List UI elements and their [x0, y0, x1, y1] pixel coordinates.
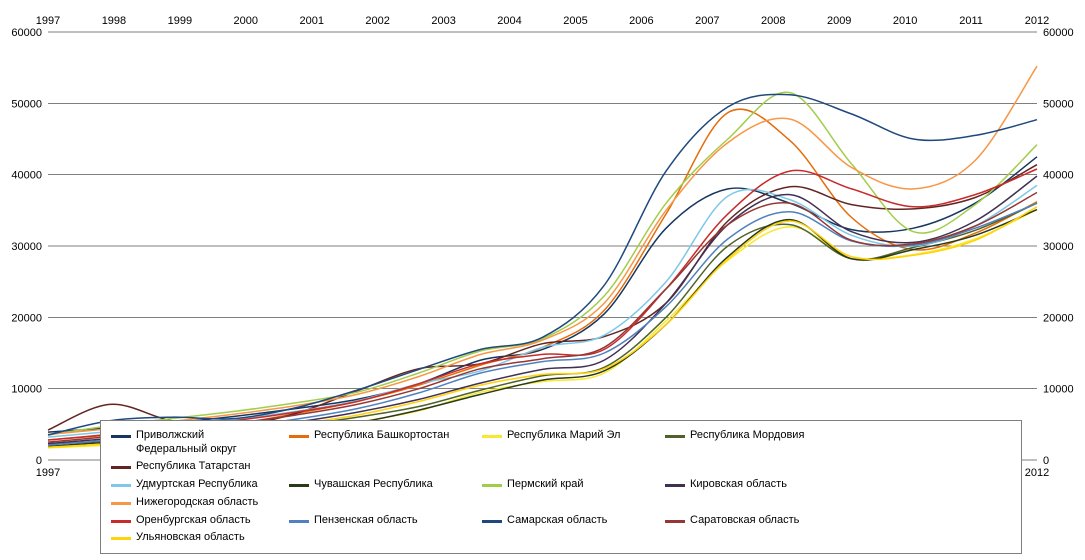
- legend-swatch: [111, 502, 131, 505]
- ytick-label-left: 40000: [11, 170, 42, 182]
- series-line: [48, 109, 1037, 440]
- legend: Приволжский Федеральный округ Республика …: [100, 420, 1022, 554]
- legend-item: Нижегородская область: [111, 494, 286, 512]
- legend-swatch: [665, 484, 685, 487]
- legend-label: Саратовская область: [690, 514, 830, 528]
- legend-swatch: [111, 466, 131, 469]
- legend-label: Республика Мордовия: [690, 429, 830, 443]
- legend-swatch: [665, 520, 685, 523]
- legend-swatch: [111, 537, 131, 540]
- legend-label: Ульяновская область: [136, 531, 286, 545]
- legend-row: Удмуртская Республика Чувашская Республик…: [111, 476, 1011, 512]
- ytick-label-right: 0: [1043, 455, 1049, 467]
- xtick-label-top: 1999: [168, 15, 192, 27]
- series-line: [48, 185, 1037, 437]
- series-line: [48, 94, 1037, 435]
- legend-item: Пензенская область: [289, 512, 464, 530]
- legend-swatch: [482, 520, 502, 523]
- ytick-label-left: 30000: [11, 241, 42, 253]
- legend-label: Оренбургская область: [136, 514, 271, 528]
- legend-label: Пермский край: [507, 478, 647, 492]
- legend-swatch: [111, 484, 131, 487]
- series-line: [48, 92, 1037, 435]
- xtick-label-top: 2005: [563, 15, 587, 27]
- legend-swatch: [482, 435, 502, 438]
- legend-item: Самарская область: [482, 512, 647, 530]
- legend-label: Республика Татарстан: [136, 460, 286, 474]
- series-line: [48, 203, 1037, 445]
- xtick-label-bottom: 2012: [1025, 467, 1049, 479]
- series-line: [48, 203, 1037, 444]
- xtick-label-top: 2011: [959, 15, 983, 27]
- xtick-label-top: 2007: [695, 15, 719, 27]
- legend-label: Удмуртская Республика: [136, 478, 271, 492]
- legend-item: Чувашская Республика: [289, 476, 464, 494]
- series-line: [48, 165, 1037, 430]
- legend-item: Республика Мордовия: [665, 427, 830, 459]
- xtick-label-top: 2008: [761, 15, 785, 27]
- legend-row: Оренбургская область Пензенская область Са…: [111, 512, 1011, 548]
- ytick-label-right: 60000: [1043, 27, 1074, 39]
- legend-swatch: [289, 520, 309, 523]
- legend-item: Приволжский Федеральный округ: [111, 427, 271, 459]
- ytick-label-left: 10000: [11, 384, 42, 396]
- legend-label: Приволжский Федеральный округ: [136, 429, 271, 457]
- legend-item: Саратовская область: [665, 512, 830, 530]
- legend-label: Республика Марий Эл: [507, 429, 647, 443]
- ytick-label-right: 40000: [1043, 170, 1074, 182]
- legend-item: Республика Башкортостан: [289, 427, 464, 459]
- legend-item: Кировская область: [665, 476, 830, 494]
- legend-swatch: [289, 435, 309, 438]
- legend-label: Нижегородская область: [136, 496, 286, 510]
- series-line: [48, 176, 1037, 443]
- legend-item: Удмуртская Республика: [111, 476, 271, 494]
- xtick-label-top: 2001: [299, 15, 323, 27]
- ytick-label-right: 20000: [1043, 312, 1074, 324]
- xtick-label-top: 2002: [365, 15, 389, 27]
- xtick-label-top: 2004: [497, 15, 521, 27]
- legend-label: Чувашская Республика: [314, 478, 464, 492]
- ytick-label-left: 0: [36, 455, 42, 467]
- xtick-label-top: 2012: [1025, 15, 1049, 27]
- legend-item: Оренбургская область: [111, 512, 271, 530]
- legend-label: Самарская область: [507, 514, 647, 528]
- ytick-label-left: 60000: [11, 27, 42, 39]
- legend-swatch: [289, 484, 309, 487]
- legend-item: Пермский край: [482, 476, 647, 494]
- legend-row: Приволжский Федеральный округ Республика …: [111, 427, 1011, 476]
- ytick-label-right: 50000: [1043, 98, 1074, 110]
- chart-container: 0 0 10000 10000 20000 20000 30000 30000 40000 400…: [0, 0, 1085, 560]
- legend-item: Республика Татарстан: [111, 458, 286, 476]
- legend-swatch: [482, 484, 502, 487]
- ytick-label-left: 50000: [11, 98, 42, 110]
- legend-label: Пензенская область: [314, 514, 464, 528]
- ytick-label-right: 10000: [1043, 384, 1074, 396]
- ytick-label-left: 20000: [11, 312, 42, 324]
- legend-swatch: [111, 520, 131, 523]
- legend-item: Ульяновская область: [111, 529, 286, 547]
- xtick-label-top: 1998: [102, 15, 126, 27]
- xtick-label-top: 2000: [234, 15, 258, 27]
- legend-label: Кировская область: [690, 478, 830, 492]
- legend-label: Республика Башкортостан: [314, 429, 464, 443]
- series-line: [48, 66, 1037, 434]
- xtick-label-top: 1997: [36, 15, 60, 27]
- xtick-label-top: 2010: [893, 15, 917, 27]
- legend-item: Республика Марий Эл: [482, 427, 647, 459]
- xtick-label-top: 2003: [431, 15, 455, 27]
- xtick-label-bottom: 1997: [36, 467, 60, 479]
- series-line: [48, 157, 1037, 432]
- legend-swatch: [665, 435, 685, 438]
- xtick-label-top: 2009: [827, 15, 851, 27]
- legend-swatch: [111, 435, 131, 438]
- xtick-label-top: 2006: [629, 15, 653, 27]
- ytick-label-right: 30000: [1043, 241, 1074, 253]
